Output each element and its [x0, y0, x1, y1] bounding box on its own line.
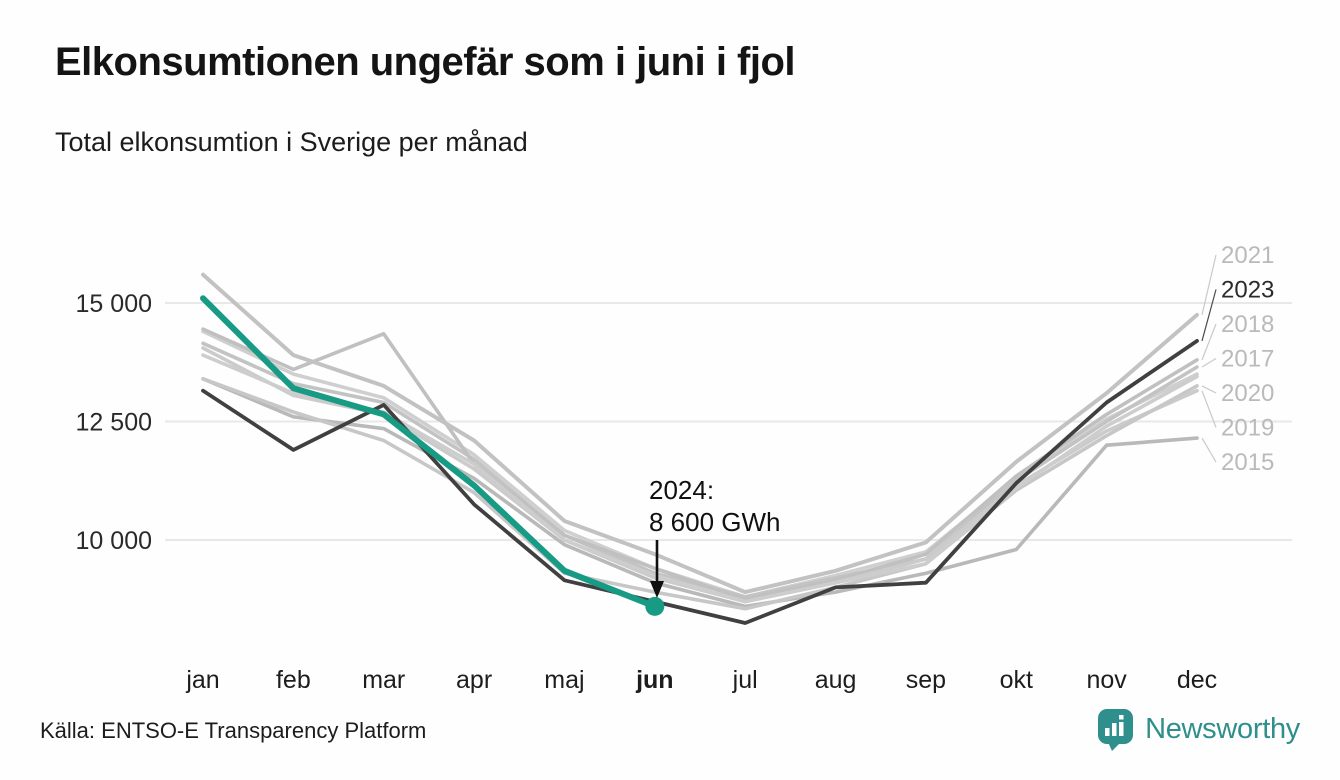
series-line-2020	[201, 376, 1199, 611]
year-label-2019: 2019	[1221, 415, 1274, 442]
annotation-arrowhead	[650, 581, 664, 598]
series-line-2015	[201, 376, 1199, 609]
x-tick-feb: feb	[276, 666, 311, 694]
series-line-2018	[201, 327, 1199, 602]
annotation-line1: 2024:	[649, 475, 714, 505]
leader-line-2020	[1201, 385, 1217, 394]
x-tick-sep: sep	[906, 666, 946, 694]
newsworthy-wordmark: Newsworthy	[1145, 712, 1300, 745]
series-line-2024	[200, 295, 658, 610]
x-tick-dec: dec	[1177, 666, 1217, 694]
x-tick-jul: jul	[732, 666, 758, 694]
leader-line-2017	[1201, 357, 1217, 368]
x-tick-okt: okt	[1000, 666, 1033, 694]
leader-line-2018	[1201, 323, 1217, 361]
x-tick-apr: apr	[456, 666, 492, 694]
x-tick-mar: mar	[362, 666, 405, 694]
annotation-line2: 8 600 GWh	[649, 507, 781, 537]
x-tick-jun: jun	[635, 666, 674, 694]
year-label-2020: 2020	[1221, 380, 1274, 407]
source-note: Källa: ENTSO-E Transparency Platform	[40, 718, 427, 743]
leader-line-2021	[1201, 254, 1217, 315]
x-tick-jan: jan	[185, 666, 219, 694]
x-axis-labels: jan feb mar apr maj jun jul aug sep okt nov dec	[185, 666, 1217, 694]
newsworthy-bubble-chart-icon	[1098, 709, 1134, 751]
newsworthy-logo: Newsworthy	[1096, 707, 1300, 751]
year-label-2023: 2023	[1221, 277, 1274, 304]
year-label-2021: 2021	[1221, 242, 1274, 269]
chart-subtitle: Total elkonsumtion i Sverige per månad	[55, 127, 528, 157]
x-tick-aug: aug	[815, 666, 857, 694]
y-axis-labels: 15 000 12 500 10 000	[76, 290, 152, 555]
year-end-labels: 2021 2023 2018 2017 2020 2019 2015	[1201, 242, 1274, 476]
leader-line-2023	[1201, 289, 1217, 342]
x-tick-maj: maj	[544, 666, 584, 694]
leader-line-2019	[1201, 390, 1217, 428]
annotation-dot	[645, 596, 665, 616]
year-label-2015: 2015	[1221, 449, 1274, 476]
x-tick-nov: nov	[1086, 666, 1127, 694]
y-tick-label: 15 000	[76, 290, 152, 318]
page-title: Elkonsumtionen ungefär som i juni i fjol	[55, 40, 796, 84]
series-lines	[200, 272, 1199, 625]
year-label-2017: 2017	[1221, 346, 1274, 373]
leader-line-2015	[1201, 437, 1217, 463]
annotation-2024: 2024: 8 600 GWh	[649, 475, 781, 598]
y-tick-label: 10 000	[76, 527, 152, 555]
year-label-2018: 2018	[1221, 311, 1274, 338]
y-tick-label: 12 500	[76, 409, 152, 437]
series-line-2021	[201, 272, 1199, 595]
